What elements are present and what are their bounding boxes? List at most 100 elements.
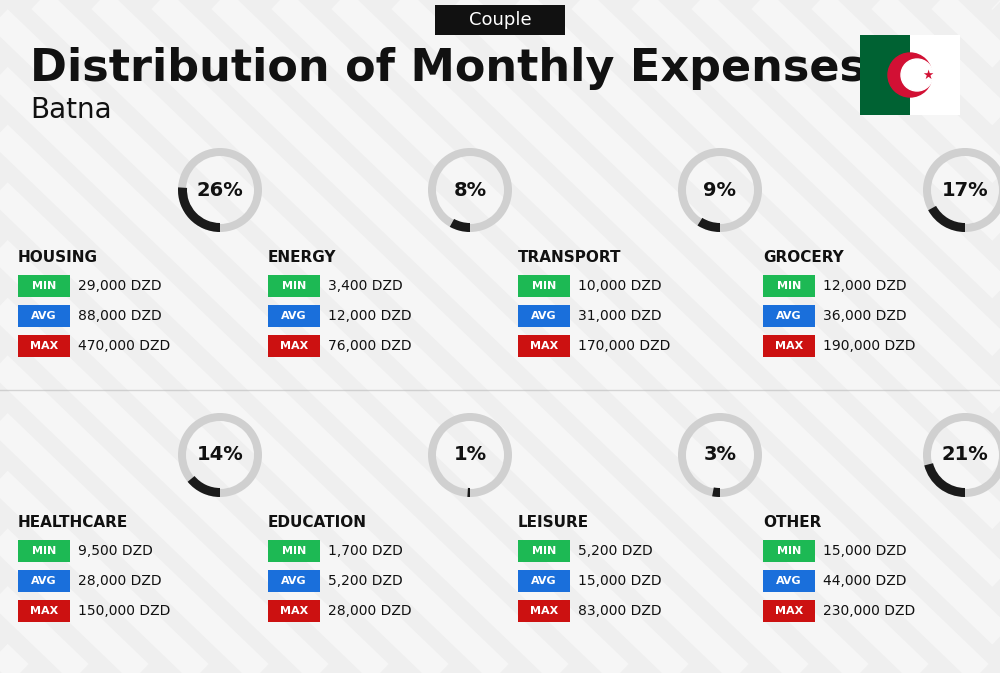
Wedge shape [428, 413, 512, 497]
FancyBboxPatch shape [18, 335, 70, 357]
Text: AVG: AVG [281, 311, 307, 321]
Text: 1,700 DZD: 1,700 DZD [328, 544, 403, 558]
Wedge shape [697, 218, 720, 232]
Text: MAX: MAX [775, 341, 803, 351]
Text: MAX: MAX [30, 341, 58, 351]
Text: MIN: MIN [532, 546, 556, 556]
Text: 150,000 DZD: 150,000 DZD [78, 604, 170, 618]
Text: MAX: MAX [530, 341, 558, 351]
FancyBboxPatch shape [910, 35, 960, 115]
FancyBboxPatch shape [763, 600, 815, 622]
Text: MIN: MIN [777, 281, 801, 291]
Text: Couple: Couple [469, 11, 531, 29]
Text: ★: ★ [922, 69, 934, 81]
FancyBboxPatch shape [18, 600, 70, 622]
Text: 15,000 DZD: 15,000 DZD [578, 574, 662, 588]
FancyBboxPatch shape [763, 275, 815, 297]
Text: MAX: MAX [530, 606, 558, 616]
Text: AVG: AVG [281, 576, 307, 586]
Text: 190,000 DZD: 190,000 DZD [823, 339, 916, 353]
Text: 10,000 DZD: 10,000 DZD [578, 279, 662, 293]
Text: Batna: Batna [30, 96, 112, 124]
Text: 76,000 DZD: 76,000 DZD [328, 339, 412, 353]
Wedge shape [450, 219, 470, 232]
Text: 14%: 14% [197, 446, 243, 464]
FancyBboxPatch shape [268, 275, 320, 297]
Text: EDUCATION: EDUCATION [268, 515, 367, 530]
FancyBboxPatch shape [763, 335, 815, 357]
Text: 12,000 DZD: 12,000 DZD [823, 279, 907, 293]
Text: ENERGY: ENERGY [268, 250, 336, 265]
Text: AVG: AVG [531, 311, 557, 321]
FancyBboxPatch shape [268, 335, 320, 357]
FancyBboxPatch shape [18, 275, 70, 297]
Text: AVG: AVG [31, 311, 57, 321]
FancyBboxPatch shape [518, 275, 570, 297]
Wedge shape [923, 413, 1000, 497]
FancyBboxPatch shape [518, 305, 570, 327]
FancyBboxPatch shape [18, 570, 70, 592]
FancyBboxPatch shape [518, 570, 570, 592]
Text: MIN: MIN [777, 546, 801, 556]
Text: 21%: 21% [942, 446, 988, 464]
FancyBboxPatch shape [860, 35, 910, 115]
Wedge shape [467, 488, 470, 497]
Text: 5,200 DZD: 5,200 DZD [328, 574, 403, 588]
FancyBboxPatch shape [435, 5, 565, 35]
Text: AVG: AVG [776, 576, 802, 586]
FancyBboxPatch shape [18, 540, 70, 562]
Text: AVG: AVG [31, 576, 57, 586]
FancyBboxPatch shape [763, 570, 815, 592]
Text: MAX: MAX [280, 341, 308, 351]
Wedge shape [428, 148, 512, 232]
Text: 470,000 DZD: 470,000 DZD [78, 339, 170, 353]
Wedge shape [923, 148, 1000, 232]
FancyBboxPatch shape [268, 600, 320, 622]
Text: 9,500 DZD: 9,500 DZD [78, 544, 153, 558]
Text: Distribution of Monthly Expenses: Distribution of Monthly Expenses [30, 46, 866, 90]
Text: 83,000 DZD: 83,000 DZD [578, 604, 662, 618]
Text: HEALTHCARE: HEALTHCARE [18, 515, 128, 530]
Wedge shape [178, 148, 262, 232]
Text: MIN: MIN [282, 281, 306, 291]
Text: 17%: 17% [942, 180, 988, 199]
Text: 3%: 3% [704, 446, 736, 464]
Text: MIN: MIN [532, 281, 556, 291]
Wedge shape [178, 187, 220, 232]
Text: OTHER: OTHER [763, 515, 821, 530]
Text: 28,000 DZD: 28,000 DZD [328, 604, 412, 618]
FancyBboxPatch shape [518, 600, 570, 622]
Text: 8%: 8% [453, 180, 487, 199]
Circle shape [888, 53, 932, 97]
Text: MIN: MIN [32, 281, 56, 291]
Circle shape [901, 59, 933, 91]
Text: 230,000 DZD: 230,000 DZD [823, 604, 915, 618]
Text: 170,000 DZD: 170,000 DZD [578, 339, 670, 353]
FancyBboxPatch shape [518, 335, 570, 357]
Text: 12,000 DZD: 12,000 DZD [328, 309, 412, 323]
FancyBboxPatch shape [268, 570, 320, 592]
Text: 88,000 DZD: 88,000 DZD [78, 309, 162, 323]
Wedge shape [928, 206, 965, 232]
Text: 36,000 DZD: 36,000 DZD [823, 309, 907, 323]
FancyBboxPatch shape [268, 540, 320, 562]
Text: 44,000 DZD: 44,000 DZD [823, 574, 906, 588]
Wedge shape [188, 476, 220, 497]
FancyBboxPatch shape [18, 305, 70, 327]
FancyBboxPatch shape [763, 540, 815, 562]
Text: MAX: MAX [280, 606, 308, 616]
Text: LEISURE: LEISURE [518, 515, 589, 530]
Text: AVG: AVG [531, 576, 557, 586]
Text: TRANSPORT: TRANSPORT [518, 250, 622, 265]
Wedge shape [712, 487, 720, 497]
Text: MIN: MIN [282, 546, 306, 556]
Text: MAX: MAX [775, 606, 803, 616]
Text: 3,400 DZD: 3,400 DZD [328, 279, 403, 293]
Text: MAX: MAX [30, 606, 58, 616]
FancyBboxPatch shape [763, 305, 815, 327]
Text: MIN: MIN [32, 546, 56, 556]
Text: 5,200 DZD: 5,200 DZD [578, 544, 653, 558]
Text: 29,000 DZD: 29,000 DZD [78, 279, 162, 293]
Text: 26%: 26% [197, 180, 243, 199]
Text: 31,000 DZD: 31,000 DZD [578, 309, 662, 323]
